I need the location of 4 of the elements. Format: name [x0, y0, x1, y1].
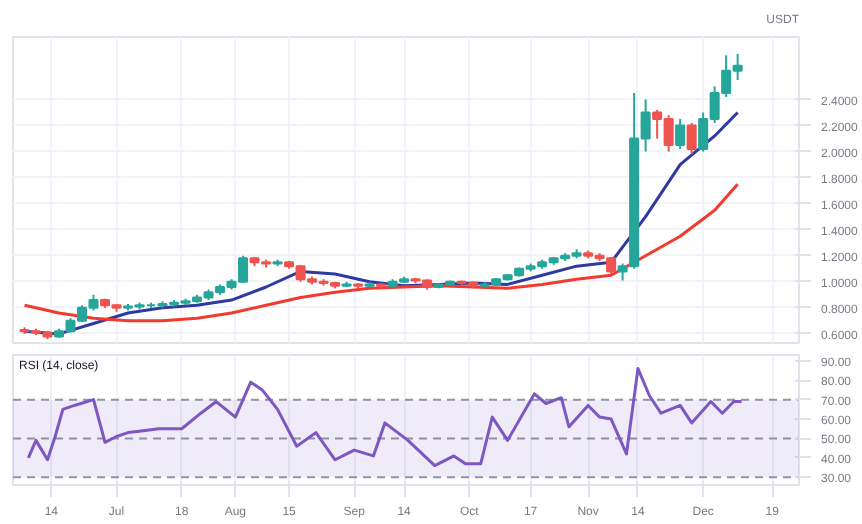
line-series	[23, 111, 740, 336]
line-series	[23, 182, 740, 323]
candlestick	[675, 118, 686, 150]
candlestick	[686, 121, 697, 156]
